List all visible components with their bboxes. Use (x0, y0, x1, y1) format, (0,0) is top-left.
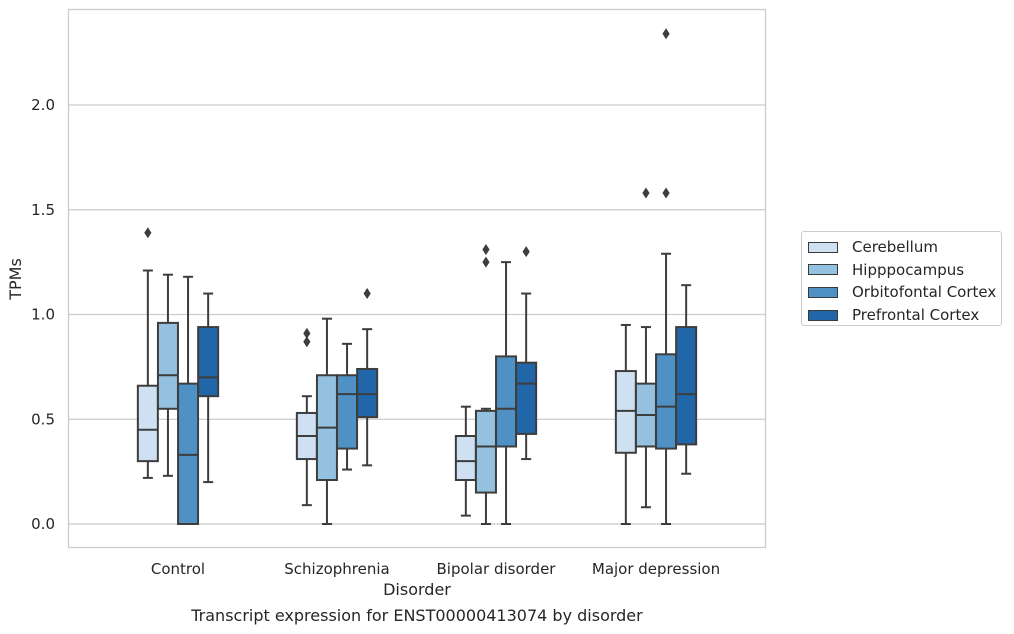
box-prefrontal-cortex (515, 246, 538, 461)
y-tick-label: 1.5 (31, 201, 55, 219)
y-tick-label: 2.0 (31, 96, 55, 114)
x-tick-label: Control (151, 560, 205, 578)
y-tick-labels: 0.0 0.5 1.0 1.5 2.0 (31, 96, 55, 533)
y-tick-label: 0.5 (31, 410, 55, 428)
legend-item: Hipppocampus (808, 259, 1001, 282)
y-axis-label: TPMs (6, 258, 25, 301)
box-prefrontal-cortex (356, 288, 379, 467)
outlier-point (303, 336, 311, 348)
gridlines (68, 104, 766, 525)
legend-label: Hipppocampus (852, 260, 965, 279)
outlier-point (662, 187, 670, 199)
x-tick-label: Schizophrenia (284, 560, 389, 578)
box-hipppocampus (474, 244, 497, 525)
outlier-point (482, 244, 490, 256)
box-iqr (177, 382, 200, 526)
legend-label: Prefrontal Cortex (852, 306, 980, 325)
box-iqr (675, 326, 698, 446)
x-tick-labels: Control Schizophrenia Bipolar disorder Majo… (151, 560, 720, 578)
legend-label: Orbitofontal Cortex (852, 283, 997, 302)
box-iqr (614, 370, 637, 454)
box-hipppocampus (634, 187, 657, 509)
outlier-point (482, 256, 490, 268)
y-tick-label: 1.0 (31, 306, 55, 324)
legend-item: Orbitofontal Cortex (808, 281, 1001, 304)
legend-item: Cerebellum (808, 236, 1001, 259)
x-tick-label: Bipolar disorder (437, 560, 557, 578)
x-axis-label: Disorder (383, 580, 451, 599)
box-prefrontal-cortex (197, 292, 220, 484)
box-cerebellum (614, 323, 637, 525)
box-iqr (156, 321, 179, 410)
legend-swatch (808, 286, 838, 298)
box-iqr (495, 355, 518, 448)
box-iqr (197, 326, 220, 398)
box-prefrontal-cortex (675, 284, 698, 475)
box-iqr (356, 367, 379, 419)
outlier-point (144, 227, 152, 239)
legend-swatch (808, 309, 838, 321)
legend-label: Cerebellum (852, 238, 938, 257)
legend-swatch (808, 264, 838, 276)
box-iqr (136, 384, 159, 463)
legend: Cerebellum Hipppocampus Orbitofontal Corte… (801, 231, 1002, 326)
box-iqr (454, 435, 477, 482)
box-cerebellum (295, 327, 318, 507)
box-iqr (474, 409, 497, 494)
legend-item: Prefrontal Cortex (808, 304, 1001, 327)
box-iqr (515, 361, 538, 435)
y-tick-label: 0.0 (31, 515, 55, 533)
box-cerebellum (454, 405, 477, 517)
box-orbitofontal-cortex (177, 275, 200, 526)
chart-caption: Transcript expression for ENST0000041307… (191, 606, 643, 625)
plot-frame (67, 8, 767, 549)
box-cerebellum (136, 227, 159, 479)
outlier-point (303, 327, 311, 339)
box-orbitofontal-cortex (495, 261, 518, 525)
box-iqr (336, 374, 359, 450)
box-orbitofontal-cortex (336, 342, 359, 471)
x-tick-label: Major depression (592, 560, 720, 578)
box-hipppocampus (156, 273, 179, 477)
box-iqr (655, 353, 678, 450)
box-plots (136, 28, 698, 526)
box-orbitofontal-cortex (655, 28, 678, 525)
legend-swatch (808, 241, 838, 253)
outlier-point (662, 28, 670, 40)
outlier-point (522, 246, 530, 258)
outlier-point (642, 187, 650, 199)
outlier-point (363, 288, 371, 300)
box-hipppocampus (315, 317, 338, 525)
